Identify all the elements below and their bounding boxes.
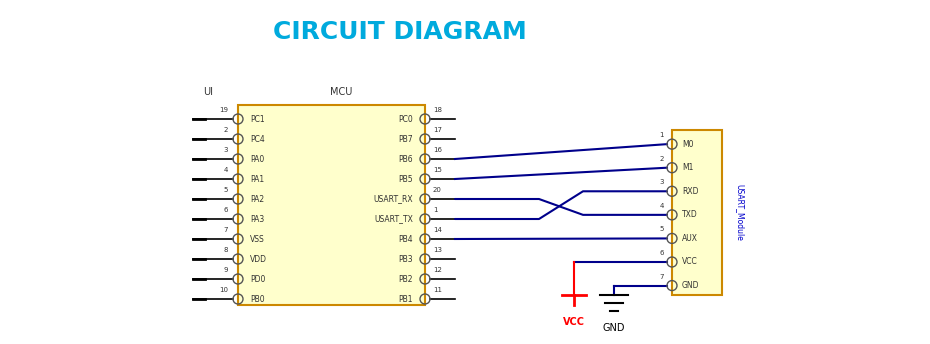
Text: VDD: VDD [250,255,267,264]
Text: 12: 12 [433,267,442,273]
Text: 4: 4 [223,167,228,173]
Text: PB7: PB7 [398,135,413,143]
Text: PB3: PB3 [398,255,413,264]
Text: AUX: AUX [682,234,698,243]
Text: 19: 19 [219,107,228,113]
Text: M1: M1 [682,163,694,172]
Text: 11: 11 [433,287,442,293]
Bar [238,105,425,305]
Text: PB5: PB5 [398,174,413,183]
Text: 2: 2 [659,156,664,162]
Text: 6: 6 [223,207,228,213]
Text: USART_TX: USART_TX [374,215,413,224]
Text: 1: 1 [433,207,437,213]
Text: 5: 5 [659,226,664,233]
Text: PA2: PA2 [250,194,264,204]
Text: 17: 17 [433,127,442,133]
Bar [672,130,722,295]
Text: RXD: RXD [682,187,698,196]
Text: 10: 10 [219,287,228,293]
Text: 5: 5 [223,187,228,193]
Text: 4: 4 [659,203,664,209]
Text: PC1: PC1 [250,115,265,123]
Text: 20: 20 [433,187,442,193]
Text: UI: UI [203,87,213,97]
Text: 15: 15 [433,167,442,173]
Text: PC4: PC4 [250,135,265,143]
Text: 2: 2 [223,127,228,133]
Text: 3: 3 [659,179,664,185]
Text: PB1: PB1 [398,294,413,303]
Text: VCC: VCC [563,317,585,327]
Text: PA1: PA1 [250,174,264,183]
Text: GND: GND [682,281,699,290]
Text: 1: 1 [659,132,664,138]
Text: USART_Module: USART_Module [736,184,745,241]
Text: USART_RX: USART_RX [373,194,413,204]
Text: 13: 13 [433,247,442,253]
Text: 18: 18 [433,107,442,113]
Text: TXD: TXD [682,211,698,219]
Text: 9: 9 [223,267,228,273]
Text: PB6: PB6 [398,154,413,163]
Text: 7: 7 [223,227,228,233]
Text: 14: 14 [433,227,442,233]
Text: PC0: PC0 [398,115,413,123]
Text: 8: 8 [223,247,228,253]
Text: 16: 16 [433,147,442,153]
Text: PB4: PB4 [398,235,413,244]
Text: PD0: PD0 [250,275,265,283]
Text: PB0: PB0 [250,294,265,303]
Text: CIRCUIT DIAGRAM: CIRCUIT DIAGRAM [273,20,526,44]
Text: MCU: MCU [329,87,352,97]
Text: 3: 3 [223,147,228,153]
Text: M0: M0 [682,140,694,149]
Text: VCC: VCC [682,258,698,267]
Text: PB2: PB2 [398,275,413,283]
Text: GND: GND [603,323,625,333]
Text: 7: 7 [659,273,664,280]
Text: PA3: PA3 [250,215,264,224]
Text: VSS: VSS [250,235,265,244]
Text: PA0: PA0 [250,154,264,163]
Text: 6: 6 [659,250,664,256]
